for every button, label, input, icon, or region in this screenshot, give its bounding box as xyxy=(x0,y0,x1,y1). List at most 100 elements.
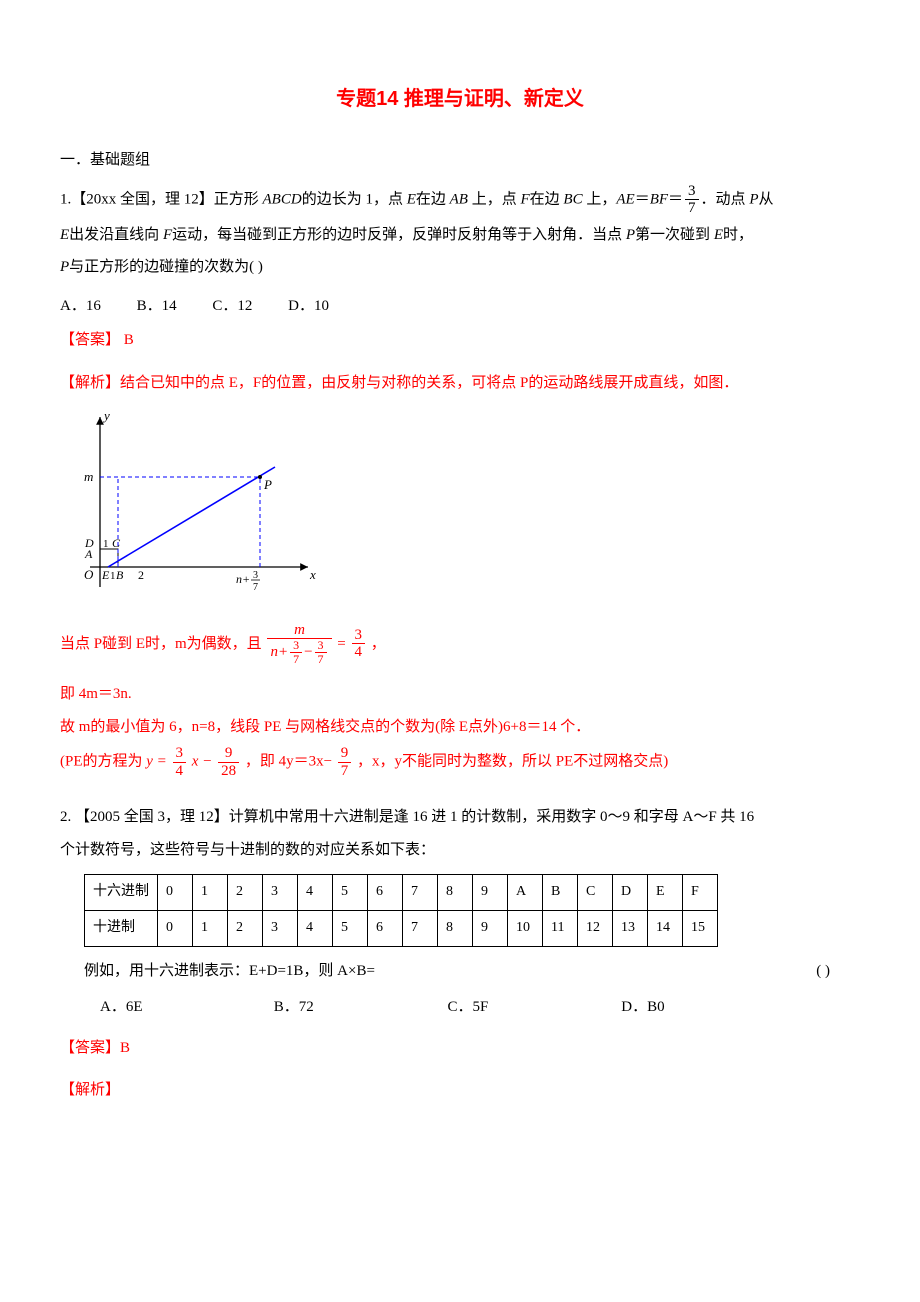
label-y: y xyxy=(102,408,110,423)
q1-analysis-line1: 【解析】结合已知中的点 E，F的位置，由反射与对称的关系，可将点 P的运动路线展… xyxy=(60,369,860,398)
cell: C xyxy=(578,875,613,911)
text: 上，点 xyxy=(468,191,521,207)
option-b: B．72 xyxy=(274,993,444,1022)
eqn-y: y = xyxy=(146,754,167,770)
text: 结合已知中的点 E，F的位置，由反射与对称的关系，可将点 P的运动路线展开成直线… xyxy=(120,375,738,391)
q1-answer: 【答案】 B xyxy=(60,326,860,355)
page-title: 专题14 推理与证明、新定义 xyxy=(60,80,860,118)
example-text: 例如，用十六进制表示：E+D=1B，则 A×B= xyxy=(84,963,375,979)
cell: 4 xyxy=(298,875,333,911)
q2-analysis-label: 【解析】 xyxy=(60,1076,860,1105)
cell: 13 xyxy=(613,910,648,946)
cell: B xyxy=(543,875,578,911)
var-bc: BC xyxy=(563,191,582,207)
option-a: A．6E xyxy=(100,993,270,1022)
cell: 6 xyxy=(368,910,403,946)
label-b: B xyxy=(116,568,124,582)
text: 上， xyxy=(583,191,617,207)
frac-9-28: 928 xyxy=(218,745,239,779)
option-d: D．B0 xyxy=(621,993,791,1022)
text: 第一次碰到 xyxy=(635,227,714,243)
answer-paren: ( ) xyxy=(816,957,830,986)
q2-answer: 【答案】B xyxy=(60,1034,860,1063)
q1-red-line-c: 故 m的最小值为 6，n=8，线段 PE 与网格线交点的个数为(除 E点外)6+… xyxy=(60,713,860,742)
q1-red-line-a: 当点 P碰到 E时，m为偶数，且 m n+37−37 = 34 ， xyxy=(60,622,860,667)
minus: − xyxy=(304,644,312,660)
q1-stem-line3: P与正方形的边碰撞的次数为( ) xyxy=(60,253,860,282)
var-f: F xyxy=(520,191,529,207)
text: 当点 P碰到 E时，m为偶数，且 xyxy=(60,635,262,651)
numerator: 3 xyxy=(685,183,699,201)
text: (PE的方程为 xyxy=(60,754,146,770)
q1-red-line-b: 即 4m＝3n. xyxy=(60,680,860,709)
num: 3 xyxy=(315,639,327,653)
text: 与正方形的边碰撞的次数为( ) xyxy=(69,259,263,275)
cell: 5 xyxy=(333,875,368,911)
cell: 5 xyxy=(333,910,368,946)
text: ，即 4y＝3x− xyxy=(245,754,332,770)
table-row: 十六进制 0 1 2 3 4 5 6 7 8 9 A B C D E F xyxy=(85,875,718,911)
text: ．动点 xyxy=(701,191,750,207)
var-f: F xyxy=(163,227,172,243)
cell: 9 xyxy=(473,910,508,946)
label-1: 1 xyxy=(103,538,109,550)
label-x: x xyxy=(309,567,316,582)
cell: 11 xyxy=(543,910,578,946)
cell: 4 xyxy=(298,910,333,946)
var-bf: BF xyxy=(650,191,668,207)
big-fraction-rhs: 34 xyxy=(352,627,366,661)
cell: 2 xyxy=(228,910,263,946)
den: 7 xyxy=(290,653,302,666)
text: ，x，y不能同时为整数，所以 PE不过网格交点) xyxy=(357,754,668,770)
numerator: 3 xyxy=(352,627,366,645)
inner-frac-1: 37 xyxy=(290,639,302,666)
eq: ＝ xyxy=(668,191,683,207)
label-nfrac-den: 7 xyxy=(253,582,258,593)
label-1b: 1 xyxy=(110,570,116,582)
table-row: 十进制 0 1 2 3 4 5 6 7 8 9 10 11 12 13 14 1… xyxy=(85,910,718,946)
cell: 3 xyxy=(263,910,298,946)
reflection-diagram: y x O m A D 1 C E 1 B 2 P n+ 3 7 xyxy=(60,407,320,597)
big-fraction-lhs: m n+37−37 xyxy=(267,622,331,667)
denominator: 7 xyxy=(685,200,699,217)
row-header: 十进制 xyxy=(85,910,158,946)
var-e: E xyxy=(407,191,416,207)
q2-stem-line1: 2. 【2005 全国 3，理 12】计算机中常用十六进制是逢 16 进 1 的… xyxy=(60,803,860,832)
label-o: O xyxy=(84,567,94,582)
var-e: E xyxy=(714,227,723,243)
q2-options: A．6E B．72 C．5F D．B0 xyxy=(60,993,860,1022)
den: 7 xyxy=(315,653,327,666)
cell: E xyxy=(648,875,683,911)
cell: 0 xyxy=(158,910,193,946)
section-heading: 一．基础题组 xyxy=(60,146,860,175)
text: 运动，每当碰到正方形的边时反弹，反弹时反射角等于入射角．当点 xyxy=(172,227,626,243)
inner-frac-2: 37 xyxy=(315,639,327,666)
eq: ＝ xyxy=(635,191,650,207)
option-c: C．12 xyxy=(212,298,252,314)
cell: 15 xyxy=(683,910,718,946)
numerator: m xyxy=(267,622,331,640)
text: 在边 xyxy=(416,191,450,207)
q2-example-line: 例如，用十六进制表示：E+D=1B，则 A×B= ( ) xyxy=(60,957,860,986)
cell: 14 xyxy=(648,910,683,946)
option-d: D．10 xyxy=(288,298,329,314)
label-m: m xyxy=(84,469,93,484)
cell: 1 xyxy=(193,910,228,946)
fraction-3-7: 37 xyxy=(685,183,699,217)
eqn-x: x − xyxy=(192,754,213,770)
denominator: n+37−37 xyxy=(267,639,331,666)
text: 1.【20xx 全国，理 12】正方形 xyxy=(60,191,263,207)
text: 的边长为 1，点 xyxy=(302,191,407,207)
frac-3-4: 34 xyxy=(173,745,187,779)
hex-dec-table: 十六进制 0 1 2 3 4 5 6 7 8 9 A B C D E F 十进制… xyxy=(84,874,718,946)
cell: 8 xyxy=(438,875,473,911)
cell: 2 xyxy=(228,875,263,911)
den: 28 xyxy=(218,763,239,780)
cell: 6 xyxy=(368,875,403,911)
var-ab: AB xyxy=(450,191,468,207)
cell: 9 xyxy=(473,875,508,911)
label-2: 2 xyxy=(138,568,144,582)
cell: 7 xyxy=(403,875,438,911)
cell: D xyxy=(613,875,648,911)
var-ae: AE xyxy=(616,191,634,207)
